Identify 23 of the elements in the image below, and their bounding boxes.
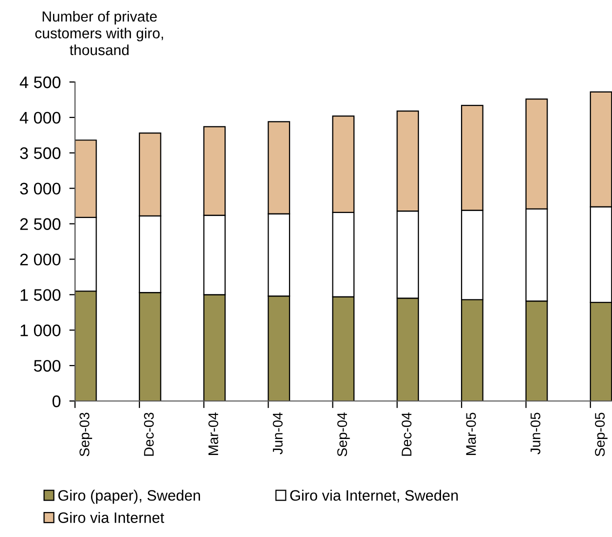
x-tick-label: Sep-04 <box>337 412 350 456</box>
y-tick-label: 500 <box>34 360 60 372</box>
x-tick-label: Dec-03 <box>144 412 154 456</box>
x-tick-label: Jun-04 <box>272 412 283 454</box>
y-axis-title: Number of private customers with giro, thousand <box>35 10 164 56</box>
y-tick-label: 4 500 <box>20 76 60 88</box>
x-tick-label: Mar-05 <box>466 412 476 455</box>
y-tick-label: 2 500 <box>20 218 60 230</box>
x-tick-label: Sep-03 <box>80 412 92 456</box>
x-tick-label: Dec-04 <box>402 412 412 456</box>
y-tick-label: 3 500 <box>20 147 60 160</box>
y-tick-label: 3 000 <box>20 182 60 195</box>
y-tick-label: 1 500 <box>20 289 60 301</box>
x-tick-label: Jun-05 <box>530 412 540 454</box>
legend-label: Giro via Internet <box>58 512 164 523</box>
y-tick-label: 1 000 <box>20 324 60 336</box>
y-tick-label: 4 000 <box>20 112 60 124</box>
x-tick-label: Sep-05 <box>594 412 608 456</box>
x-tick-label: Mar-04 <box>208 412 218 455</box>
legend-label: Giro (paper), Sweden <box>58 490 200 504</box>
y-tick-label: 0 <box>52 395 60 408</box>
legend-label: Giro via Internet, Sweden <box>290 490 458 503</box>
y-tick-label: 2 000 <box>20 254 60 266</box>
